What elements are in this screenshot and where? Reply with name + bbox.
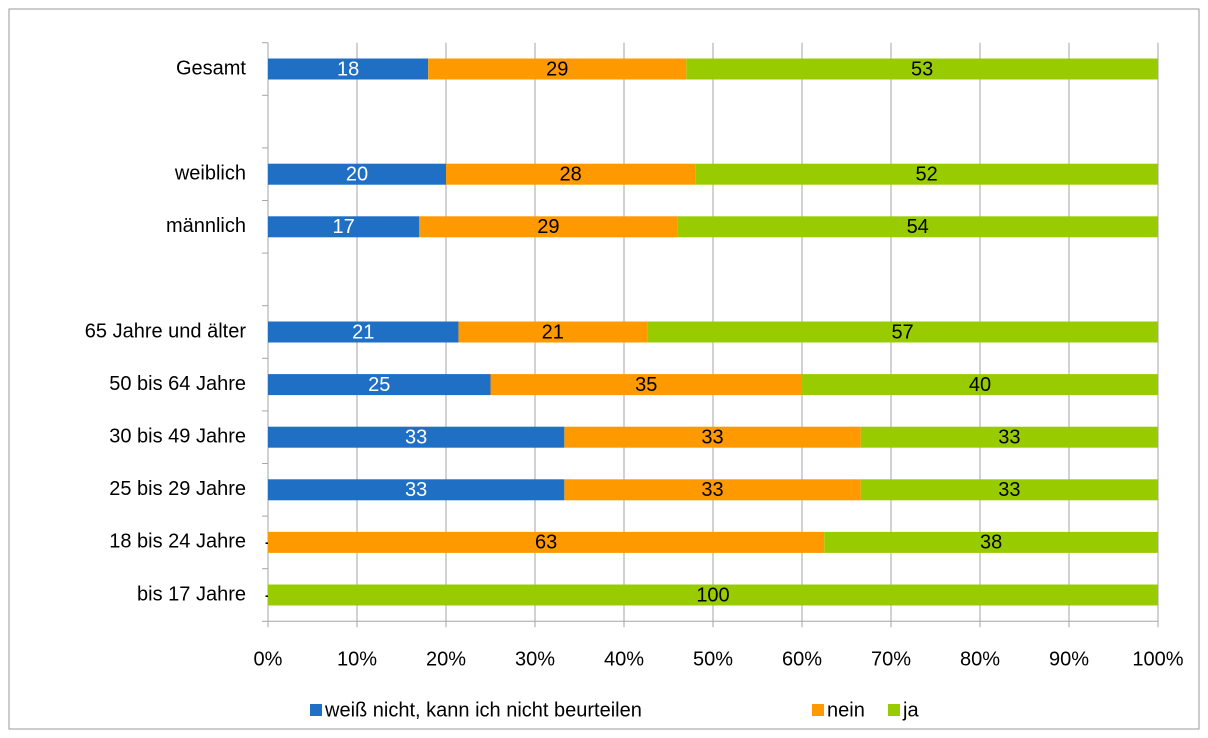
data-label: 52: [915, 163, 937, 185]
bar-segment: [268, 58, 429, 80]
y-tick-label: weiblich: [174, 162, 246, 184]
bar-segment: [860, 426, 1158, 448]
data-label: 33: [701, 426, 723, 448]
x-tick-label: 60%: [782, 648, 822, 670]
x-tick-label: 50%: [693, 648, 733, 670]
data-label: 29: [546, 58, 568, 80]
data-label: 21: [352, 321, 374, 343]
data-label: 33: [998, 479, 1020, 501]
y-tick-label: 50 bis 64 Jahre: [109, 373, 246, 395]
bar-segment: [677, 216, 1158, 238]
legend-swatch: [888, 704, 900, 716]
legend-label: weiß nicht, kann ich nicht beurteilen: [324, 699, 642, 721]
data-label: 33: [701, 479, 723, 501]
data-label: 100: [696, 584, 729, 606]
bar-segment: [564, 479, 861, 501]
bar-segment: [428, 58, 687, 80]
y-tick-label: bis 17 Jahre: [137, 583, 246, 605]
x-tick-label: 80%: [960, 648, 1000, 670]
x-tick-label: 0%: [254, 648, 283, 670]
legend-swatch: [310, 704, 322, 716]
data-label: 18: [337, 58, 359, 80]
data-label: 25: [368, 374, 390, 396]
bar-segment: [419, 216, 678, 238]
data-label: 54: [907, 216, 929, 238]
bar-segment: [268, 163, 446, 185]
bar-segment: [268, 321, 459, 343]
y-tick-label: 25 bis 29 Jahre: [109, 478, 246, 500]
bar-segment: [686, 58, 1158, 80]
data-label: 57: [891, 321, 913, 343]
legend-swatch: [812, 704, 824, 716]
data-label: 63: [535, 532, 557, 554]
y-tick-label: männlich: [166, 215, 246, 237]
bar-segment: [802, 374, 1158, 396]
data-label: 53: [911, 58, 933, 80]
bar-segment: [268, 584, 1158, 606]
legend-label: nein: [827, 699, 865, 721]
bar-segment: [268, 479, 565, 501]
y-tick-label: 18 bis 24 Jahre: [109, 531, 246, 553]
x-tick-label: 100%: [1132, 648, 1183, 670]
x-tick-label: 20%: [426, 648, 466, 670]
bar-segment: [490, 374, 802, 396]
data-label: 35: [635, 374, 657, 396]
x-tick-label: 40%: [604, 648, 644, 670]
bar-segment: [268, 216, 420, 238]
data-label: 33: [405, 479, 427, 501]
data-label: 17: [333, 216, 355, 238]
bar-segment: [268, 426, 565, 448]
bar-segment: [824, 531, 1158, 553]
bar-segment: [446, 163, 696, 185]
legend-label: ja: [902, 699, 919, 721]
data-label: 28: [559, 163, 581, 185]
data-label: 20: [346, 163, 368, 185]
x-tick-label: 30%: [515, 648, 555, 670]
data-label: 38: [980, 532, 1002, 554]
x-tick-label: 70%: [871, 648, 911, 670]
x-tick-label: 90%: [1049, 648, 1089, 670]
bar-segment: [268, 374, 491, 396]
data-label: 33: [405, 426, 427, 448]
data-label: 29: [537, 216, 559, 238]
bar-segment: [564, 426, 861, 448]
bar-segment: [860, 479, 1158, 501]
data-label: 21: [542, 321, 564, 343]
bar-segment: [268, 531, 825, 553]
bar-segment: [458, 321, 648, 343]
y-tick-label: 30 bis 49 Jahre: [109, 425, 246, 447]
x-tick-label: 10%: [337, 648, 377, 670]
bar-segment: [695, 163, 1158, 185]
chart-border: [8, 8, 1200, 730]
data-label: 33: [998, 426, 1020, 448]
bar-segment: [647, 321, 1158, 343]
y-tick-label: Gesamt: [176, 57, 246, 79]
y-tick-label: 65 Jahre und älter: [85, 320, 247, 342]
data-label: 40: [969, 374, 991, 396]
